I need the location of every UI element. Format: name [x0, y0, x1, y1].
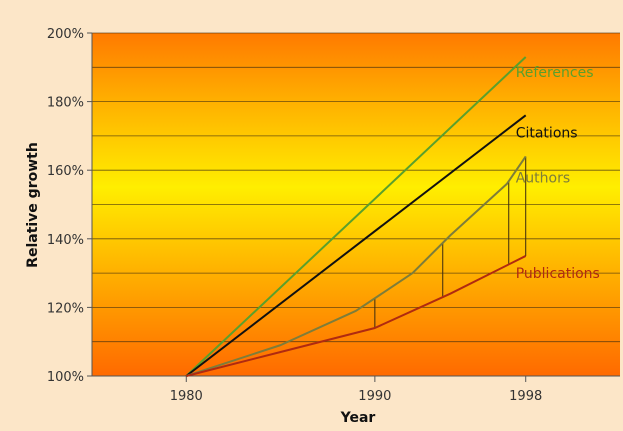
y-tick-label: 100% [47, 370, 84, 385]
series-line-publications [186, 255, 527, 377]
x-tick-label: 1990 [358, 389, 391, 404]
series-label-authors: Authors [516, 170, 570, 186]
x-tick-label: 1998 [509, 389, 542, 404]
y-tick-label: 140% [47, 233, 84, 248]
series-label-citations: Citations [516, 125, 578, 141]
y-tick-label: 200% [47, 27, 84, 42]
series-line-authors [185, 155, 527, 377]
x-axis-label: Year [340, 410, 376, 426]
x-tick-label: 1980 [170, 389, 203, 404]
y-tick-label: 120% [47, 301, 84, 316]
y-tick-label: 180% [47, 96, 84, 111]
y-tick-label: 160% [47, 164, 84, 179]
series-label-publications: Publications [516, 266, 600, 282]
series-line-citations [185, 114, 527, 377]
y-axis-label: Relative growth [25, 142, 41, 268]
series-line-references [185, 56, 527, 377]
series-label-references: References [516, 65, 594, 81]
